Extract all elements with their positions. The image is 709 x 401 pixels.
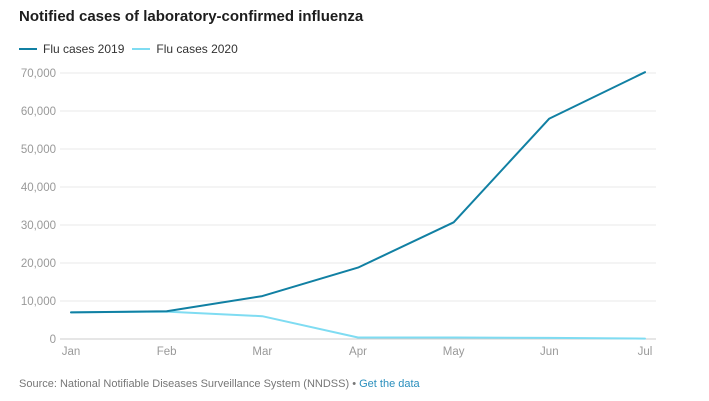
y-tick-label: 30,000 (21, 220, 56, 232)
legend-item-2020[interactable]: Flu cases 2020 (132, 42, 238, 56)
y-tick-label: 60,000 (21, 106, 56, 118)
y-tick-label: 10,000 (21, 296, 56, 308)
series-line-2019 (70, 71, 646, 314)
source-separator: • (349, 378, 360, 390)
x-tick-label: Jul (638, 346, 653, 358)
series-line-2020 (70, 310, 646, 340)
x-tick-label: May (443, 346, 465, 358)
x-tick-label: Jun (540, 346, 559, 358)
x-tick-label: Apr (349, 346, 367, 358)
legend: Flu cases 2019 Flu cases 2020 (19, 42, 246, 56)
source-footer: Source: National Notifiable Diseases Sur… (19, 378, 420, 390)
get-data-link[interactable]: Get the data (359, 378, 420, 390)
y-tick-label: 0 (50, 334, 56, 346)
source-text: Source: National Notifiable Diseases Sur… (19, 378, 350, 390)
legend-swatch-2019 (19, 48, 37, 50)
legend-swatch-2020 (132, 48, 151, 50)
x-tick-label: Mar (252, 346, 272, 358)
y-tick-label: 20,000 (21, 258, 56, 270)
y-tick-label: 50,000 (21, 144, 56, 156)
legend-item-2019[interactable]: Flu cases 2019 (19, 42, 124, 56)
x-tick-label: Jan (62, 346, 81, 358)
x-tick-label: Feb (157, 346, 177, 358)
y-tick-label: 40,000 (21, 182, 56, 194)
chart-title: Notified cases of laboratory-confirmed i… (19, 8, 364, 25)
legend-label-2019: Flu cases 2019 (43, 42, 125, 56)
legend-label-2020: Flu cases 2020 (156, 42, 238, 56)
y-tick-label: 70,000 (21, 68, 56, 80)
